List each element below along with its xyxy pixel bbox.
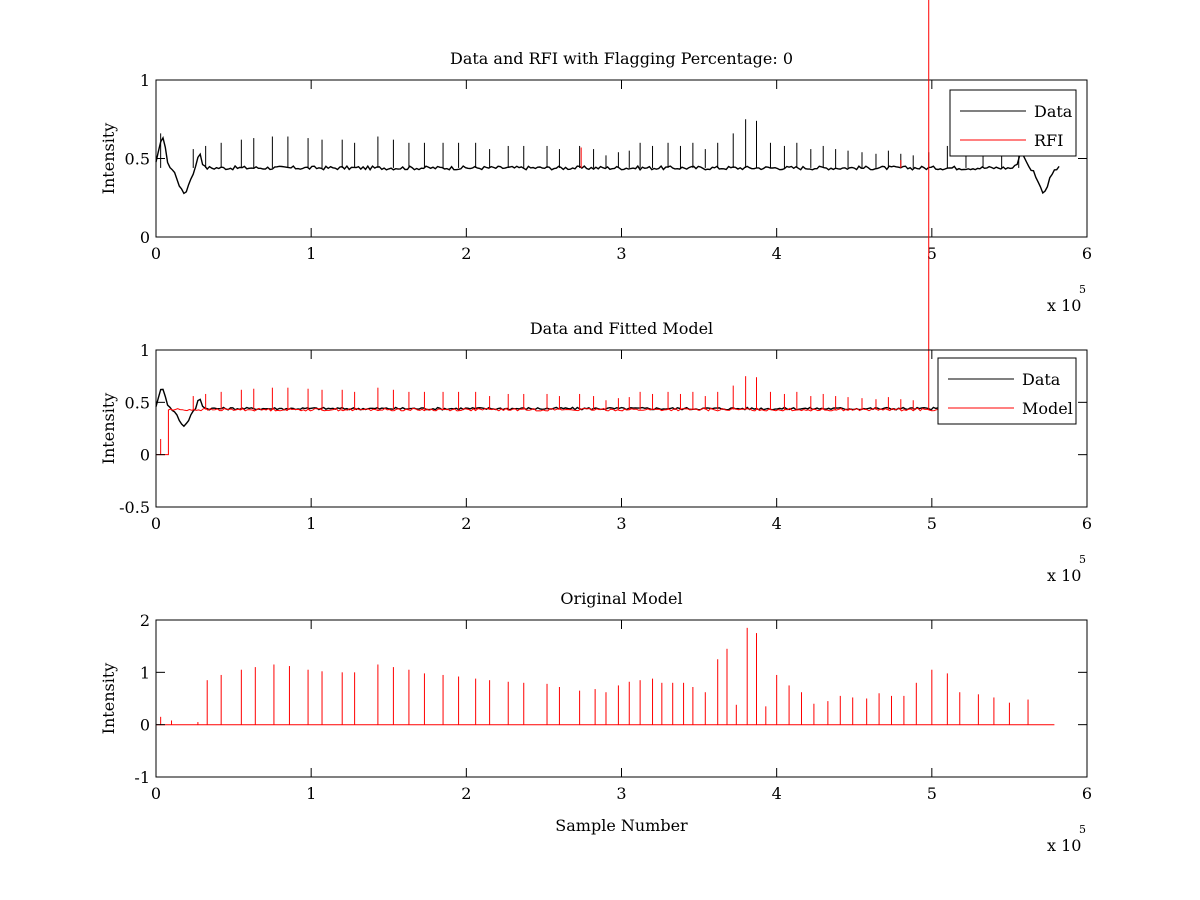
x-tick-label: 3 <box>616 514 626 533</box>
series-2 <box>156 0 1058 456</box>
legend-label: Data <box>1022 370 1061 389</box>
x-tick-label: 6 <box>1082 514 1092 533</box>
y-axis-label: Intensity <box>99 393 118 465</box>
x-tick-label: 1 <box>306 244 316 263</box>
x-tick-label: 3 <box>616 784 626 803</box>
model-step <box>156 409 169 456</box>
y-tick-label: 0.5 <box>125 150 150 169</box>
chart-title: Original Model <box>560 589 682 608</box>
series-line <box>168 407 1058 412</box>
x-tick-label: 3 <box>616 244 626 263</box>
legend-label: RFI <box>1034 131 1063 150</box>
legend-box <box>949 89 1077 157</box>
x-tick-label: 6 <box>1082 784 1092 803</box>
chart-panel-1: Data and RFI with Flagging Percentage: 0… <box>99 49 1092 315</box>
series-line <box>155 136 1060 195</box>
x-tick-label: 0 <box>151 514 161 533</box>
x-axis-label: Sample Number <box>555 816 688 835</box>
y-tick-label: 0 <box>140 716 150 735</box>
plot-area <box>156 627 1055 726</box>
x-tick-label: 1 <box>306 514 316 533</box>
chart-title: Data and RFI with Flagging Percentage: 0 <box>450 49 793 68</box>
x-tick-label: 1 <box>306 784 316 803</box>
x-tick-label: 6 <box>1082 244 1092 263</box>
x-tick-label: 5 <box>927 784 937 803</box>
x-tick-label: 5 <box>927 514 937 533</box>
x-multiplier-base: x 10 <box>1047 296 1081 315</box>
y-tick-label: 1 <box>140 341 150 360</box>
x-multiplier-exponent: 5 <box>1079 553 1086 566</box>
series-2 <box>580 147 902 168</box>
y-tick-label: 1 <box>140 663 150 682</box>
x-multiplier-base: x 10 <box>1047 566 1081 585</box>
x-multiplier-exponent: 5 <box>1079 823 1086 836</box>
legend-label: Model <box>1022 399 1073 418</box>
x-multiplier-exponent: 5 <box>1079 283 1086 296</box>
y-tick-label: 0.5 <box>125 393 150 412</box>
plot-area <box>155 119 1060 195</box>
x-tick-label: 0 <box>151 244 161 263</box>
series-1 <box>155 388 1060 428</box>
legend-box <box>937 357 1077 425</box>
x-tick-label: 2 <box>461 244 471 263</box>
x-tick-label: 4 <box>772 244 782 263</box>
y-tick-label: -0.5 <box>119 498 150 517</box>
x-tick-label: 4 <box>772 514 782 533</box>
x-tick-label: 2 <box>461 784 471 803</box>
y-tick-label: 1 <box>140 71 150 90</box>
y-tick-label: -1 <box>134 768 150 787</box>
legend-label: Data <box>1034 102 1073 121</box>
y-tick-label: 0 <box>140 228 150 247</box>
y-tick-label: 2 <box>140 611 150 630</box>
y-tick-label: 0 <box>140 446 150 465</box>
series-1 <box>156 627 1055 726</box>
x-tick-label: 2 <box>461 514 471 533</box>
y-axis-label: Intensity <box>99 663 118 735</box>
chart-title: Data and Fitted Model <box>530 319 713 338</box>
legend: Data RFI <box>949 89 1077 157</box>
x-tick-label: 5 <box>927 244 937 263</box>
legend: Data Model <box>937 357 1077 425</box>
x-tick-label: 0 <box>151 784 161 803</box>
series-1 <box>155 119 1060 195</box>
x-tick-label: 4 <box>772 784 782 803</box>
plot-area <box>155 0 1060 456</box>
y-axis-label: Intensity <box>99 123 118 195</box>
series-line <box>155 388 1060 428</box>
x-multiplier-base: x 10 <box>1047 836 1081 855</box>
